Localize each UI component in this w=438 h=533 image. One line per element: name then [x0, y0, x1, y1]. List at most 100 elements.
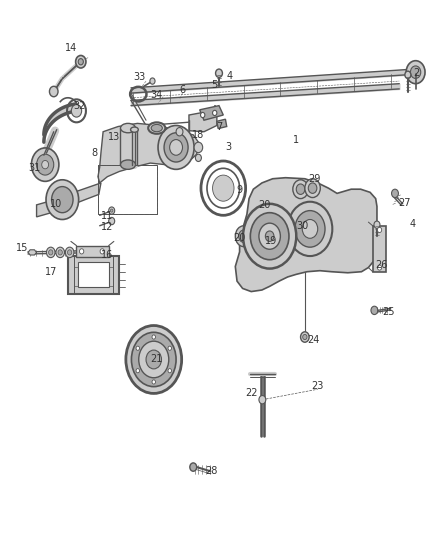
Circle shape — [176, 127, 183, 136]
Ellipse shape — [120, 123, 135, 133]
Text: 20: 20 — [258, 200, 270, 210]
Text: 7: 7 — [216, 122, 222, 132]
Circle shape — [46, 247, 55, 257]
Polygon shape — [200, 106, 223, 120]
Circle shape — [58, 250, 62, 255]
Polygon shape — [235, 177, 377, 292]
Circle shape — [131, 332, 176, 386]
Text: 9: 9 — [237, 185, 243, 195]
Circle shape — [100, 249, 104, 254]
Text: 12: 12 — [101, 222, 113, 232]
Circle shape — [243, 204, 296, 269]
Text: 25: 25 — [382, 308, 395, 318]
Text: 6: 6 — [180, 85, 186, 95]
Polygon shape — [146, 377, 174, 393]
Text: 34: 34 — [151, 90, 163, 100]
Circle shape — [194, 142, 203, 152]
Circle shape — [139, 341, 169, 378]
Circle shape — [168, 369, 171, 373]
Circle shape — [126, 326, 182, 393]
Circle shape — [42, 160, 49, 169]
Text: 32: 32 — [73, 101, 86, 111]
Circle shape — [136, 346, 139, 350]
Text: 13: 13 — [108, 132, 120, 142]
Bar — [373, 226, 386, 272]
Circle shape — [371, 306, 378, 314]
Text: 28: 28 — [205, 466, 217, 477]
Text: 26: 26 — [375, 261, 388, 270]
Bar — [120, 128, 135, 165]
Circle shape — [52, 187, 73, 213]
Text: 10: 10 — [50, 199, 62, 209]
Circle shape — [215, 69, 223, 77]
Circle shape — [152, 380, 155, 384]
Circle shape — [136, 369, 139, 373]
Circle shape — [302, 220, 318, 238]
Circle shape — [195, 154, 201, 161]
Circle shape — [308, 183, 317, 193]
Circle shape — [212, 175, 234, 201]
Circle shape — [32, 148, 59, 181]
Circle shape — [46, 180, 79, 220]
Circle shape — [65, 247, 74, 257]
Circle shape — [410, 66, 421, 78]
Circle shape — [300, 332, 309, 342]
Text: 23: 23 — [311, 381, 324, 391]
Polygon shape — [36, 183, 101, 217]
Circle shape — [295, 211, 325, 247]
Circle shape — [303, 334, 307, 340]
Circle shape — [49, 86, 58, 97]
Circle shape — [110, 209, 113, 212]
Text: 30: 30 — [297, 221, 309, 231]
Text: 17: 17 — [45, 266, 57, 277]
Circle shape — [71, 104, 81, 117]
Text: 5: 5 — [211, 80, 217, 90]
Circle shape — [170, 140, 183, 155]
Circle shape — [109, 207, 115, 214]
Text: 2: 2 — [413, 68, 420, 78]
Circle shape — [150, 78, 155, 84]
Circle shape — [405, 71, 411, 78]
Circle shape — [406, 61, 425, 84]
Text: 8: 8 — [92, 148, 98, 158]
Circle shape — [109, 217, 115, 225]
Text: 15: 15 — [16, 243, 28, 253]
Circle shape — [265, 231, 274, 241]
Circle shape — [288, 201, 332, 256]
Circle shape — [78, 59, 83, 65]
Circle shape — [259, 223, 280, 249]
Bar — [77, 246, 109, 257]
Text: 1: 1 — [293, 135, 299, 145]
Circle shape — [374, 221, 380, 228]
Bar — [98, 165, 157, 214]
Text: 22: 22 — [245, 388, 258, 398]
Bar — [98, 165, 157, 214]
Circle shape — [80, 249, 84, 254]
Circle shape — [235, 226, 252, 247]
Text: 31: 31 — [28, 163, 41, 173]
Circle shape — [164, 133, 188, 162]
Polygon shape — [189, 110, 217, 132]
Text: 3: 3 — [226, 142, 232, 152]
Polygon shape — [217, 119, 227, 128]
Text: 27: 27 — [398, 198, 411, 208]
Text: 11: 11 — [101, 211, 113, 221]
Ellipse shape — [148, 123, 166, 134]
Circle shape — [293, 180, 308, 199]
Circle shape — [36, 154, 54, 175]
Circle shape — [158, 125, 194, 169]
Text: 18: 18 — [192, 130, 205, 140]
Circle shape — [168, 346, 171, 350]
Circle shape — [146, 350, 162, 369]
Circle shape — [212, 110, 217, 116]
Ellipse shape — [151, 124, 162, 132]
Circle shape — [201, 112, 205, 118]
Text: 29: 29 — [308, 174, 321, 184]
Polygon shape — [28, 250, 36, 255]
Circle shape — [56, 247, 64, 257]
Circle shape — [190, 463, 197, 471]
Text: 4: 4 — [227, 71, 233, 81]
Text: 24: 24 — [307, 335, 320, 345]
Circle shape — [67, 250, 72, 255]
Bar — [78, 262, 109, 287]
